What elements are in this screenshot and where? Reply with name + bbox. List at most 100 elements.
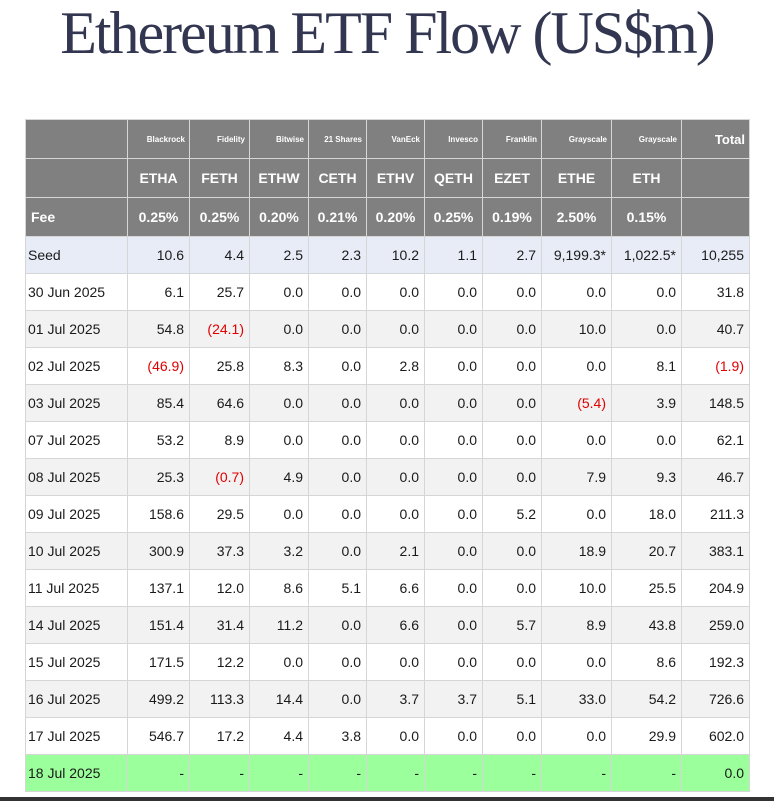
- flow-value-cell: 2.8: [366, 347, 425, 385]
- ticker-header-row: ETHA FETH ETHW CETH ETHV QETH EZET ETHE …: [25, 158, 750, 198]
- flow-value-cell: 6.1: [127, 273, 190, 311]
- row-total-cell: 46.7: [681, 458, 750, 496]
- flow-value-cell: 18.0: [611, 495, 682, 533]
- flow-value-cell: 0.0: [424, 569, 483, 607]
- flow-value-cell: 54.2: [611, 680, 682, 718]
- row-date-label: 03 Jul 2025: [25, 384, 128, 422]
- flow-value-cell: 2.7: [482, 236, 542, 274]
- fee-value: 0.20%: [249, 197, 309, 237]
- flow-value-cell: 10.0: [541, 310, 612, 348]
- total-header: Total: [681, 119, 750, 159]
- flow-value-cell: 0.0: [482, 347, 542, 385]
- fee-value: 0.25%: [424, 197, 483, 237]
- row-total-cell: 10,255: [681, 236, 750, 274]
- flow-value-cell: 0.0: [541, 717, 612, 755]
- fee-value: 0.25%: [189, 197, 250, 237]
- flow-value-cell: -: [541, 754, 612, 792]
- issuer-header: Franklin: [482, 119, 542, 159]
- table-row: 07 Jul 2025 53.2 8.9 0.0 0.0 0.0 0.0 0.0 0.0 0.0 6…: [25, 421, 750, 459]
- row-date-label: 15 Jul 2025: [25, 643, 128, 681]
- table-row: 15 Jul 2025 171.5 12.2 0.0 0.0 0.0 0.0 0.0 0.0 8.…: [25, 643, 750, 681]
- flow-value-cell: 0.0: [482, 569, 542, 607]
- flow-value-cell: 8.9: [541, 606, 612, 644]
- flow-value-cell: 0.0: [366, 495, 425, 533]
- table-row: 08 Jul 2025 25.3 (0.7) 4.9 0.0 0.0 0.0 0.0 7.9 9.…: [25, 458, 750, 496]
- flow-value-cell: (0.7): [189, 458, 250, 496]
- flow-value-cell: 171.5: [127, 643, 190, 681]
- row-date-label: 08 Jul 2025: [25, 458, 128, 496]
- flow-value-cell: -: [366, 754, 425, 792]
- ticker-header: EZET: [482, 158, 542, 198]
- flow-value-cell: 12.2: [189, 643, 250, 681]
- table-row: 09 Jul 2025 158.6 29.5 0.0 0.0 0.0 0.0 5.2 0.0 18…: [25, 495, 750, 533]
- issuer-header: 21 Shares: [308, 119, 367, 159]
- fee-label: Fee: [25, 197, 128, 237]
- table-row: 01 Jul 2025 54.8 (24.1) 0.0 0.0 0.0 0.0 0.0 10.0…: [25, 310, 750, 348]
- flow-value-cell: 137.1: [127, 569, 190, 607]
- flow-value-cell: 0.0: [366, 643, 425, 681]
- flow-value-cell: 0.0: [249, 495, 309, 533]
- flow-value-cell: 0.0: [482, 717, 542, 755]
- ticker-header: CETH: [308, 158, 367, 198]
- flow-value-cell: 0.0: [249, 384, 309, 422]
- flow-value-cell: 0.0: [611, 310, 682, 348]
- row-date-label: 09 Jul 2025: [25, 495, 128, 533]
- flow-value-cell: 0.0: [541, 347, 612, 385]
- ticker-label-cell: [25, 158, 128, 198]
- flow-value-cell: 0.0: [366, 273, 425, 311]
- flow-value-cell: -: [424, 754, 483, 792]
- row-total-cell: 148.5: [681, 384, 750, 422]
- fee-value: 0.20%: [366, 197, 425, 237]
- flow-value-cell: 3.9: [611, 384, 682, 422]
- row-date-label: 30 Jun 2025: [25, 273, 128, 311]
- flow-value-cell: 0.0: [366, 458, 425, 496]
- row-total-cell: 602.0: [681, 717, 750, 755]
- flow-value-cell: 0.0: [308, 606, 367, 644]
- flow-value-cell: 9.3: [611, 458, 682, 496]
- fee-value: 0.21%: [308, 197, 367, 237]
- flow-value-cell: 0.0: [308, 347, 367, 385]
- fee-value: 0.25%: [127, 197, 190, 237]
- flow-value-cell: 10.0: [541, 569, 612, 607]
- flow-value-cell: 4.9: [249, 458, 309, 496]
- table-row: 17 Jul 2025 546.7 17.2 4.4 3.8 0.0 0.0 0.0 0.0 29…: [25, 717, 750, 755]
- flow-value-cell: 0.0: [366, 421, 425, 459]
- flow-value-cell: 1.1: [424, 236, 483, 274]
- flow-value-cell: 10.2: [366, 236, 425, 274]
- flow-value-cell: 5.7: [482, 606, 542, 644]
- flow-value-cell: 151.4: [127, 606, 190, 644]
- issuer-header: VanEck: [366, 119, 425, 159]
- flow-value-cell: 0.0: [424, 532, 483, 570]
- table-row: 03 Jul 2025 85.4 64.6 0.0 0.0 0.0 0.0 0.0 (5.4) 3…: [25, 384, 750, 422]
- row-date-label: 16 Jul 2025: [25, 680, 128, 718]
- table-row: 10 Jul 2025 300.9 37.3 3.2 0.0 2.1 0.0 0.0 18.9 2…: [25, 532, 750, 570]
- flow-value-cell: 64.6: [189, 384, 250, 422]
- ticker-header: ETHE: [541, 158, 612, 198]
- row-date-label: 10 Jul 2025: [25, 532, 128, 570]
- flow-value-cell: 8.1: [611, 347, 682, 385]
- flow-value-cell: 113.3: [189, 680, 250, 718]
- flow-value-cell: 0.0: [366, 717, 425, 755]
- flow-value-cell: 0.0: [308, 310, 367, 348]
- row-date-label: 11 Jul 2025: [25, 569, 128, 607]
- flow-value-cell: 0.0: [482, 310, 542, 348]
- flow-value-cell: 8.3: [249, 347, 309, 385]
- table-row: 02 Jul 2025 (46.9) 25.8 8.3 0.0 2.8 0.0 0.0 0.0 8…: [25, 347, 750, 385]
- flow-value-cell: 25.7: [189, 273, 250, 311]
- issuer-header: Invesco: [424, 119, 483, 159]
- issuer-header: Blackrock: [127, 119, 190, 159]
- flow-value-cell: -: [127, 754, 190, 792]
- fee-header-row: Fee 0.25% 0.25% 0.20% 0.21% 0.20% 0.25% …: [25, 197, 750, 237]
- row-date-label: 01 Jul 2025: [25, 310, 128, 348]
- flow-value-cell: 0.0: [308, 458, 367, 496]
- flow-value-cell: 5.1: [308, 569, 367, 607]
- flow-value-cell: 0.0: [308, 495, 367, 533]
- flow-value-cell: 0.0: [424, 458, 483, 496]
- ticker-header: ETHW: [249, 158, 309, 198]
- flow-value-cell: 0.0: [611, 421, 682, 459]
- flow-value-cell: 8.9: [189, 421, 250, 459]
- row-date-label: 02 Jul 2025: [25, 347, 128, 385]
- flow-value-cell: 53.2: [127, 421, 190, 459]
- flow-value-cell: -: [308, 754, 367, 792]
- flow-value-cell: 0.0: [308, 421, 367, 459]
